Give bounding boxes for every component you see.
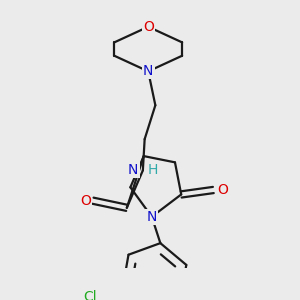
Text: O: O	[80, 194, 91, 208]
Text: N: N	[147, 210, 157, 224]
Text: N: N	[143, 64, 153, 78]
Text: N: N	[128, 164, 138, 177]
Text: O: O	[143, 20, 154, 34]
Text: O: O	[217, 183, 228, 197]
Text: H: H	[147, 164, 158, 177]
Text: Cl: Cl	[84, 290, 97, 300]
